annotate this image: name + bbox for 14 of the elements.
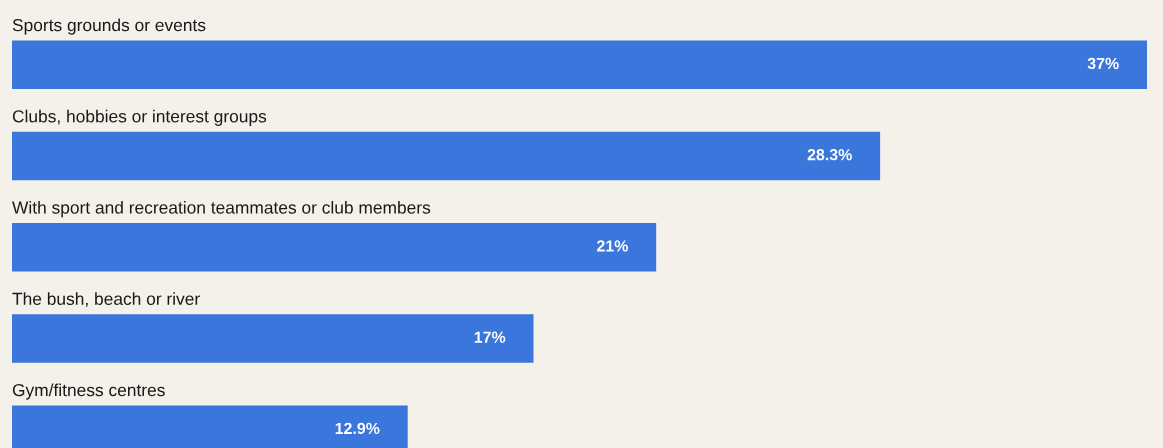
data-label: 21% xyxy=(597,240,628,252)
data-label: 37% xyxy=(1087,57,1119,70)
data-label: 17% xyxy=(474,331,506,343)
y-tick-label: Gym/fitness centres xyxy=(12,383,165,400)
bar xyxy=(12,131,881,181)
bar xyxy=(12,223,657,272)
y-tick-label: Sports grounds or events xyxy=(12,18,206,35)
y-tick-label: With sport and recreation teammates or club members xyxy=(12,200,431,218)
y-tick-label: Clubs, hobbies or interest groups xyxy=(12,109,267,126)
data-label: 28.3% xyxy=(807,149,852,161)
y-tick-label: The bush, beach or river xyxy=(12,292,200,308)
data-label: 12.9% xyxy=(335,422,380,435)
bar xyxy=(12,40,1147,89)
bar xyxy=(12,314,534,363)
